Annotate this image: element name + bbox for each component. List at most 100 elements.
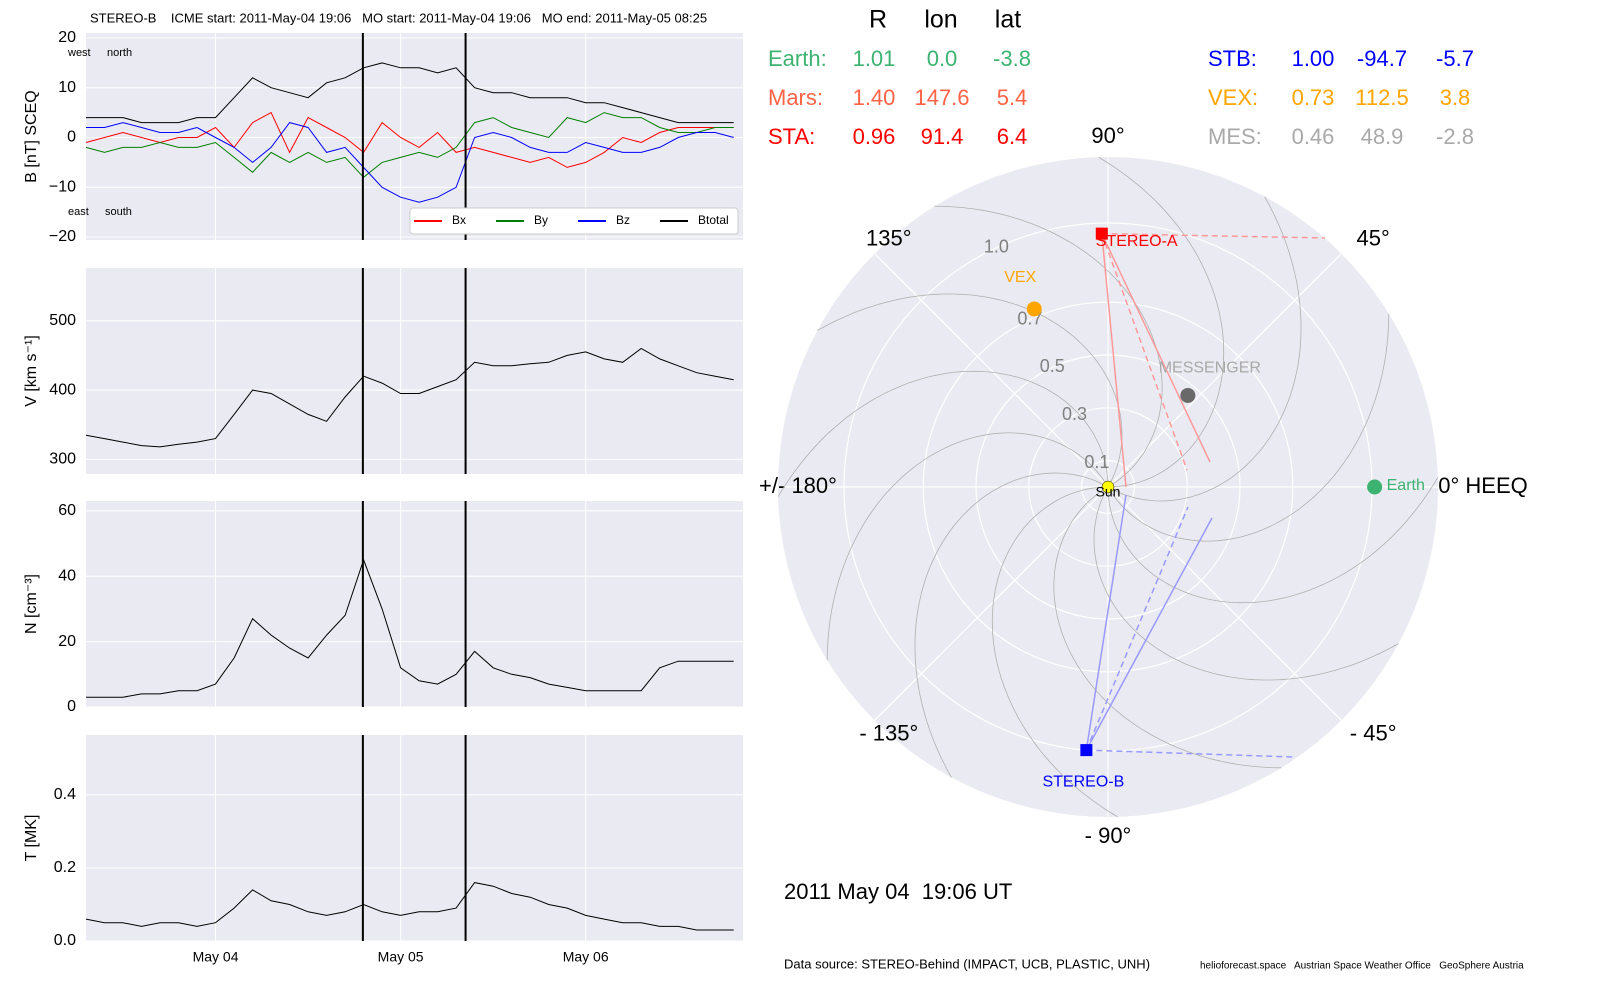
legend-label: Bz bbox=[616, 213, 630, 227]
spiral bbox=[1107, 196, 1302, 502]
annotation: north bbox=[107, 47, 132, 59]
connection-line bbox=[1101, 233, 1127, 488]
spiral bbox=[817, 293, 1123, 488]
radial-tick-label: 1.0 bbox=[984, 236, 1009, 256]
y-axis-label: N [cm⁻³] bbox=[23, 574, 40, 634]
panel-background bbox=[86, 268, 743, 474]
y-tick-label: 400 bbox=[49, 381, 76, 398]
data-line bbox=[86, 122, 734, 203]
data-line bbox=[85, 347, 734, 448]
footer-credits: helioforecast.space Austrian Space Weath… bbox=[1200, 961, 1524, 972]
body-marker bbox=[1367, 479, 1383, 495]
connection-line bbox=[1101, 232, 1326, 239]
body-label: VEX bbox=[1004, 269, 1036, 286]
y-tick-label: 300 bbox=[49, 451, 76, 468]
y-tick-label: 40 bbox=[58, 567, 76, 584]
connection-line bbox=[1085, 506, 1189, 751]
table-header: R bbox=[869, 6, 887, 34]
parker-spirals bbox=[777, 156, 1439, 818]
spiral bbox=[1053, 486, 1282, 769]
spiral bbox=[826, 432, 1109, 661]
spiral bbox=[1093, 486, 1399, 681]
table-cell: 0.73 bbox=[1292, 85, 1335, 110]
spiral bbox=[991, 486, 1118, 818]
body-marker bbox=[1080, 744, 1093, 757]
footer-source: Data source: STEREO-Behind (IMPACT, UCB,… bbox=[784, 956, 1150, 971]
annotation: west bbox=[67, 47, 91, 59]
table-row-label: VEX: bbox=[1208, 85, 1258, 110]
table-cell: -94.7 bbox=[1357, 46, 1407, 71]
radial-tick-label: 0.1 bbox=[1084, 452, 1109, 472]
spiral bbox=[777, 370, 1109, 497]
data-line bbox=[85, 882, 734, 931]
y-tick-label: 0.2 bbox=[54, 859, 76, 876]
table-cell: 6.4 bbox=[997, 124, 1028, 149]
body-label: Sun bbox=[1096, 484, 1121, 500]
x-tick-label: May 05 bbox=[378, 949, 424, 965]
connection-line bbox=[1101, 233, 1188, 471]
table-row-label: Mars: bbox=[768, 85, 823, 110]
table-cell: 0.0 bbox=[927, 46, 958, 71]
connection-line bbox=[1101, 233, 1211, 463]
annotation: south bbox=[105, 206, 132, 218]
body-marker bbox=[1101, 480, 1115, 494]
table-cell: -2.8 bbox=[1436, 124, 1474, 149]
angle-tick-label: 135° bbox=[866, 225, 912, 250]
body-label: MESSENGER bbox=[1159, 360, 1261, 377]
connection-line bbox=[1085, 494, 1127, 751]
y-tick-label: −20 bbox=[49, 228, 76, 245]
spiral bbox=[934, 205, 1163, 488]
radial-tick-label: 0.5 bbox=[1040, 356, 1065, 376]
table-cell: 5.4 bbox=[997, 85, 1028, 110]
x-tick-label: May 04 bbox=[193, 949, 239, 965]
table-cell: -3.8 bbox=[993, 46, 1031, 71]
legend-label: Bx bbox=[452, 213, 466, 227]
table-cell: 112.5 bbox=[1355, 85, 1408, 110]
table-cell: 0.46 bbox=[1292, 124, 1335, 149]
panel-background bbox=[86, 501, 743, 707]
legend-label: By bbox=[534, 213, 548, 227]
x-tick-label: May 06 bbox=[563, 949, 609, 965]
body-marker bbox=[1180, 387, 1196, 403]
data-line bbox=[86, 62, 734, 124]
table-cell: 1.00 bbox=[1292, 46, 1335, 71]
table-cell: -5.7 bbox=[1436, 46, 1474, 71]
table-cell: 3.8 bbox=[1440, 85, 1471, 110]
y-axis-label: B [nT] SCEQ bbox=[23, 90, 40, 182]
angle-tick-label: - 45° bbox=[1350, 720, 1397, 745]
data-line bbox=[85, 112, 734, 178]
table-row-label: STB: bbox=[1208, 46, 1257, 71]
spiral bbox=[1107, 313, 1390, 542]
connection-line bbox=[1086, 749, 1294, 758]
table-cell: 48.9 bbox=[1361, 124, 1404, 149]
table-row-label: MES: bbox=[1208, 124, 1262, 149]
y-tick-label: 0 bbox=[67, 129, 76, 146]
body-label: STEREO-B bbox=[1042, 773, 1124, 790]
table-header: lat bbox=[995, 6, 1021, 34]
chart-title: STEREO-B ICME start: 2011-May-04 19:06 M… bbox=[90, 10, 707, 25]
y-tick-label: −10 bbox=[49, 178, 76, 195]
angle-tick-label: 0° HEEQ bbox=[1438, 473, 1528, 498]
table-cell: 91.4 bbox=[921, 124, 964, 149]
y-tick-label: 500 bbox=[49, 312, 76, 329]
connection-line bbox=[1085, 517, 1213, 751]
data-line bbox=[85, 111, 734, 168]
body-marker bbox=[1095, 227, 1108, 240]
angle-tick-label: 45° bbox=[1357, 225, 1390, 250]
spiral bbox=[1098, 156, 1225, 488]
y-tick-label: 20 bbox=[58, 633, 76, 650]
connection-lines bbox=[1085, 232, 1326, 758]
body-label: Earth bbox=[1387, 477, 1425, 494]
y-tick-label: 60 bbox=[58, 502, 76, 519]
y-tick-label: 0 bbox=[67, 698, 76, 715]
table-row-label: Earth: bbox=[768, 46, 827, 71]
angle-tick-label: +/- 180° bbox=[759, 473, 837, 498]
legend-box bbox=[409, 207, 739, 235]
y-tick-label: 0.4 bbox=[54, 786, 76, 803]
angle-tick-label: 90° bbox=[1091, 123, 1124, 148]
spiral bbox=[1107, 477, 1439, 604]
panel-background bbox=[86, 735, 743, 941]
y-tick-label: 10 bbox=[58, 79, 76, 96]
table-header: lon bbox=[924, 6, 957, 34]
y-axis-label: V [km s⁻¹] bbox=[23, 335, 40, 407]
